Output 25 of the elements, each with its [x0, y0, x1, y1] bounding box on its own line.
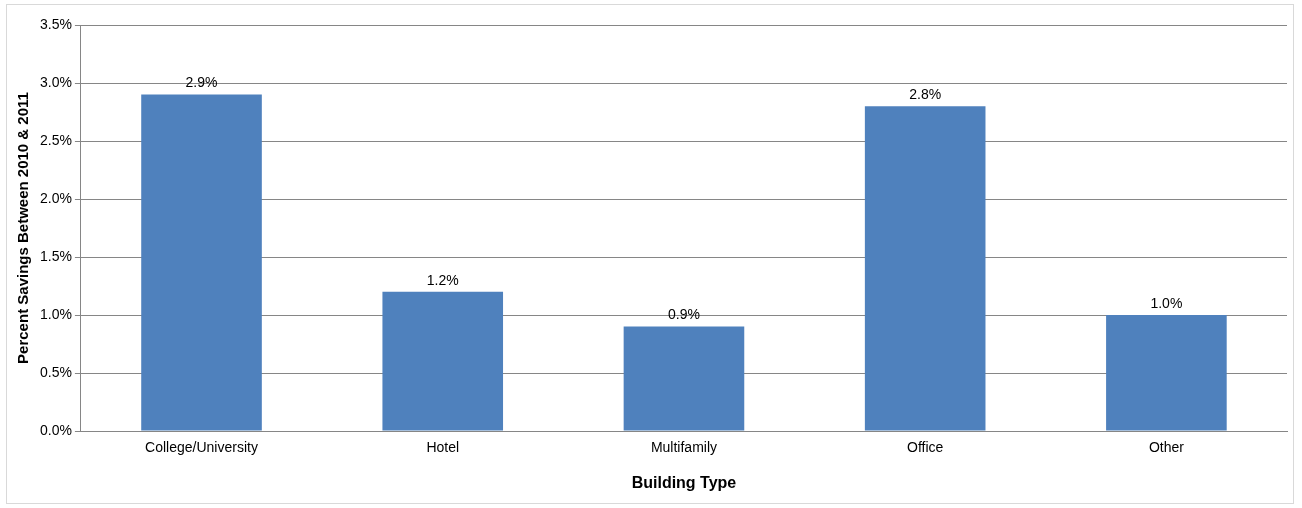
x-tick-label: Multifamily — [650, 439, 718, 456]
y-tick-label: 1.0% — [39, 305, 72, 322]
data-label: 0.9% — [667, 306, 700, 323]
bar — [864, 106, 986, 431]
data-label: 2.9% — [185, 74, 218, 91]
y-tick-label: 3.5% — [39, 15, 72, 32]
x-tick-label: Hotel — [426, 439, 460, 456]
bar — [623, 326, 745, 431]
bar — [1106, 315, 1227, 431]
data-label: 2.8% — [909, 86, 942, 103]
x-axis-title: Building Type — [631, 473, 737, 491]
bar — [382, 291, 504, 431]
data-label: 1.2% — [426, 271, 459, 288]
y-tick-label: 0.0% — [39, 421, 72, 438]
data-label: 1.0% — [1150, 294, 1183, 311]
y-tick-label: 2.0% — [39, 189, 72, 206]
x-tick-label: College/University — [145, 439, 258, 456]
y-tick-label: 1.5% — [39, 247, 72, 264]
y-tick-label: 3.0% — [39, 73, 72, 90]
x-tick-label: Other — [1148, 439, 1185, 456]
y-tick-label: 2.5% — [39, 131, 72, 148]
bar — [141, 94, 262, 431]
y-axis-title: Percent Savings Between 2010 & 2011 — [14, 92, 32, 364]
y-tick-label: 0.5% — [39, 363, 72, 380]
x-tick-label: Office — [907, 439, 944, 456]
